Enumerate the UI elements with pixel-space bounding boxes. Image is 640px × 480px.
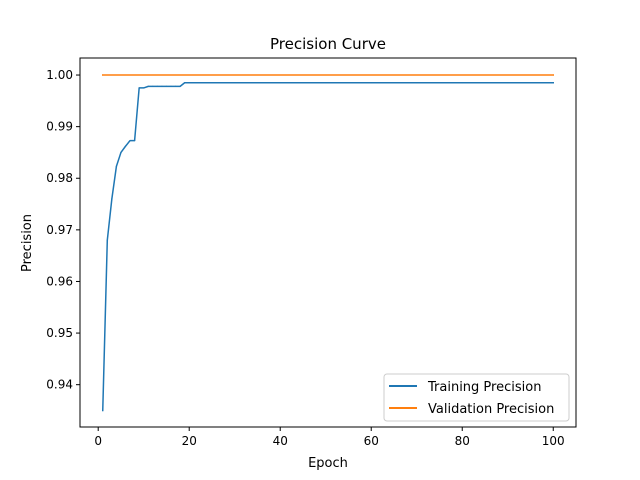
x-tick-label: 0 [94,434,102,448]
data-point-training-precision [102,409,104,412]
data-point-training-precision [174,85,177,87]
data-point-training-precision [111,198,113,200]
data-point-training-precision [106,239,108,241]
data-point-training-precision [179,85,181,87]
data-point-training-precision [156,85,158,87]
y-tick-label: 0.98 [46,171,73,185]
data-point-training-precision [552,82,554,84]
series-line-training-precision [101,82,554,412]
data-point-training-precision [184,82,186,84]
legend: Training Precision Validation Precision [383,373,570,422]
y-tick-label: 0.95 [46,326,73,340]
data-point-training-precision [152,85,154,87]
y-tick-label: 0.97 [46,223,73,237]
data-point-validation-precision [102,74,104,76]
data-point-training-precision [129,139,131,142]
data-point-training-precision [124,145,127,147]
x-tick-label: 80 [455,434,470,448]
data-point-training-precision [507,82,509,84]
data-point-training-precision [115,165,117,167]
series-layer [101,74,554,412]
plot-frame [79,57,577,428]
y-tick-label: 0.99 [46,120,73,134]
x-tick-label: 40 [273,434,288,448]
x-tick-label: 20 [182,434,197,448]
x-tick-label: 100 [542,434,565,448]
data-point-training-precision [461,82,463,84]
legend-box [383,373,570,422]
data-point-training-precision [234,82,236,84]
chart-title: Precision Curve [270,35,386,53]
data-point-training-precision [325,82,327,84]
y-tick-label: 1.00 [46,68,73,82]
data-point-training-precision [143,87,145,89]
y-axis-label: Precision [20,214,35,272]
y-axis: 0.94 0.95 0.96 0.97 0.98 0.99 1.00 [46,68,80,392]
data-point-training-precision [120,151,122,154]
x-axis-label: Epoch [308,456,348,471]
data-point-training-precision [134,139,136,142]
legend-label-validation-precision: Validation Precision [428,402,554,417]
data-point-training-precision [138,87,140,89]
data-point-training-precision [147,85,149,87]
data-point-training-precision [170,85,172,87]
x-axis: 0 20 40 60 80 100 [94,427,565,448]
data-point-training-precision [370,82,372,84]
data-point-training-precision [188,82,190,84]
x-tick-label: 60 [364,434,379,448]
data-point-training-precision [165,85,168,87]
y-tick-label: 0.96 [46,274,73,288]
data-point-validation-precision [552,74,554,76]
data-point-training-precision [161,85,163,87]
y-tick-label: 0.94 [46,378,73,392]
legend-label-training-precision: Training Precision [427,380,541,395]
data-point-training-precision [416,82,418,84]
data-point-training-precision [279,82,281,84]
